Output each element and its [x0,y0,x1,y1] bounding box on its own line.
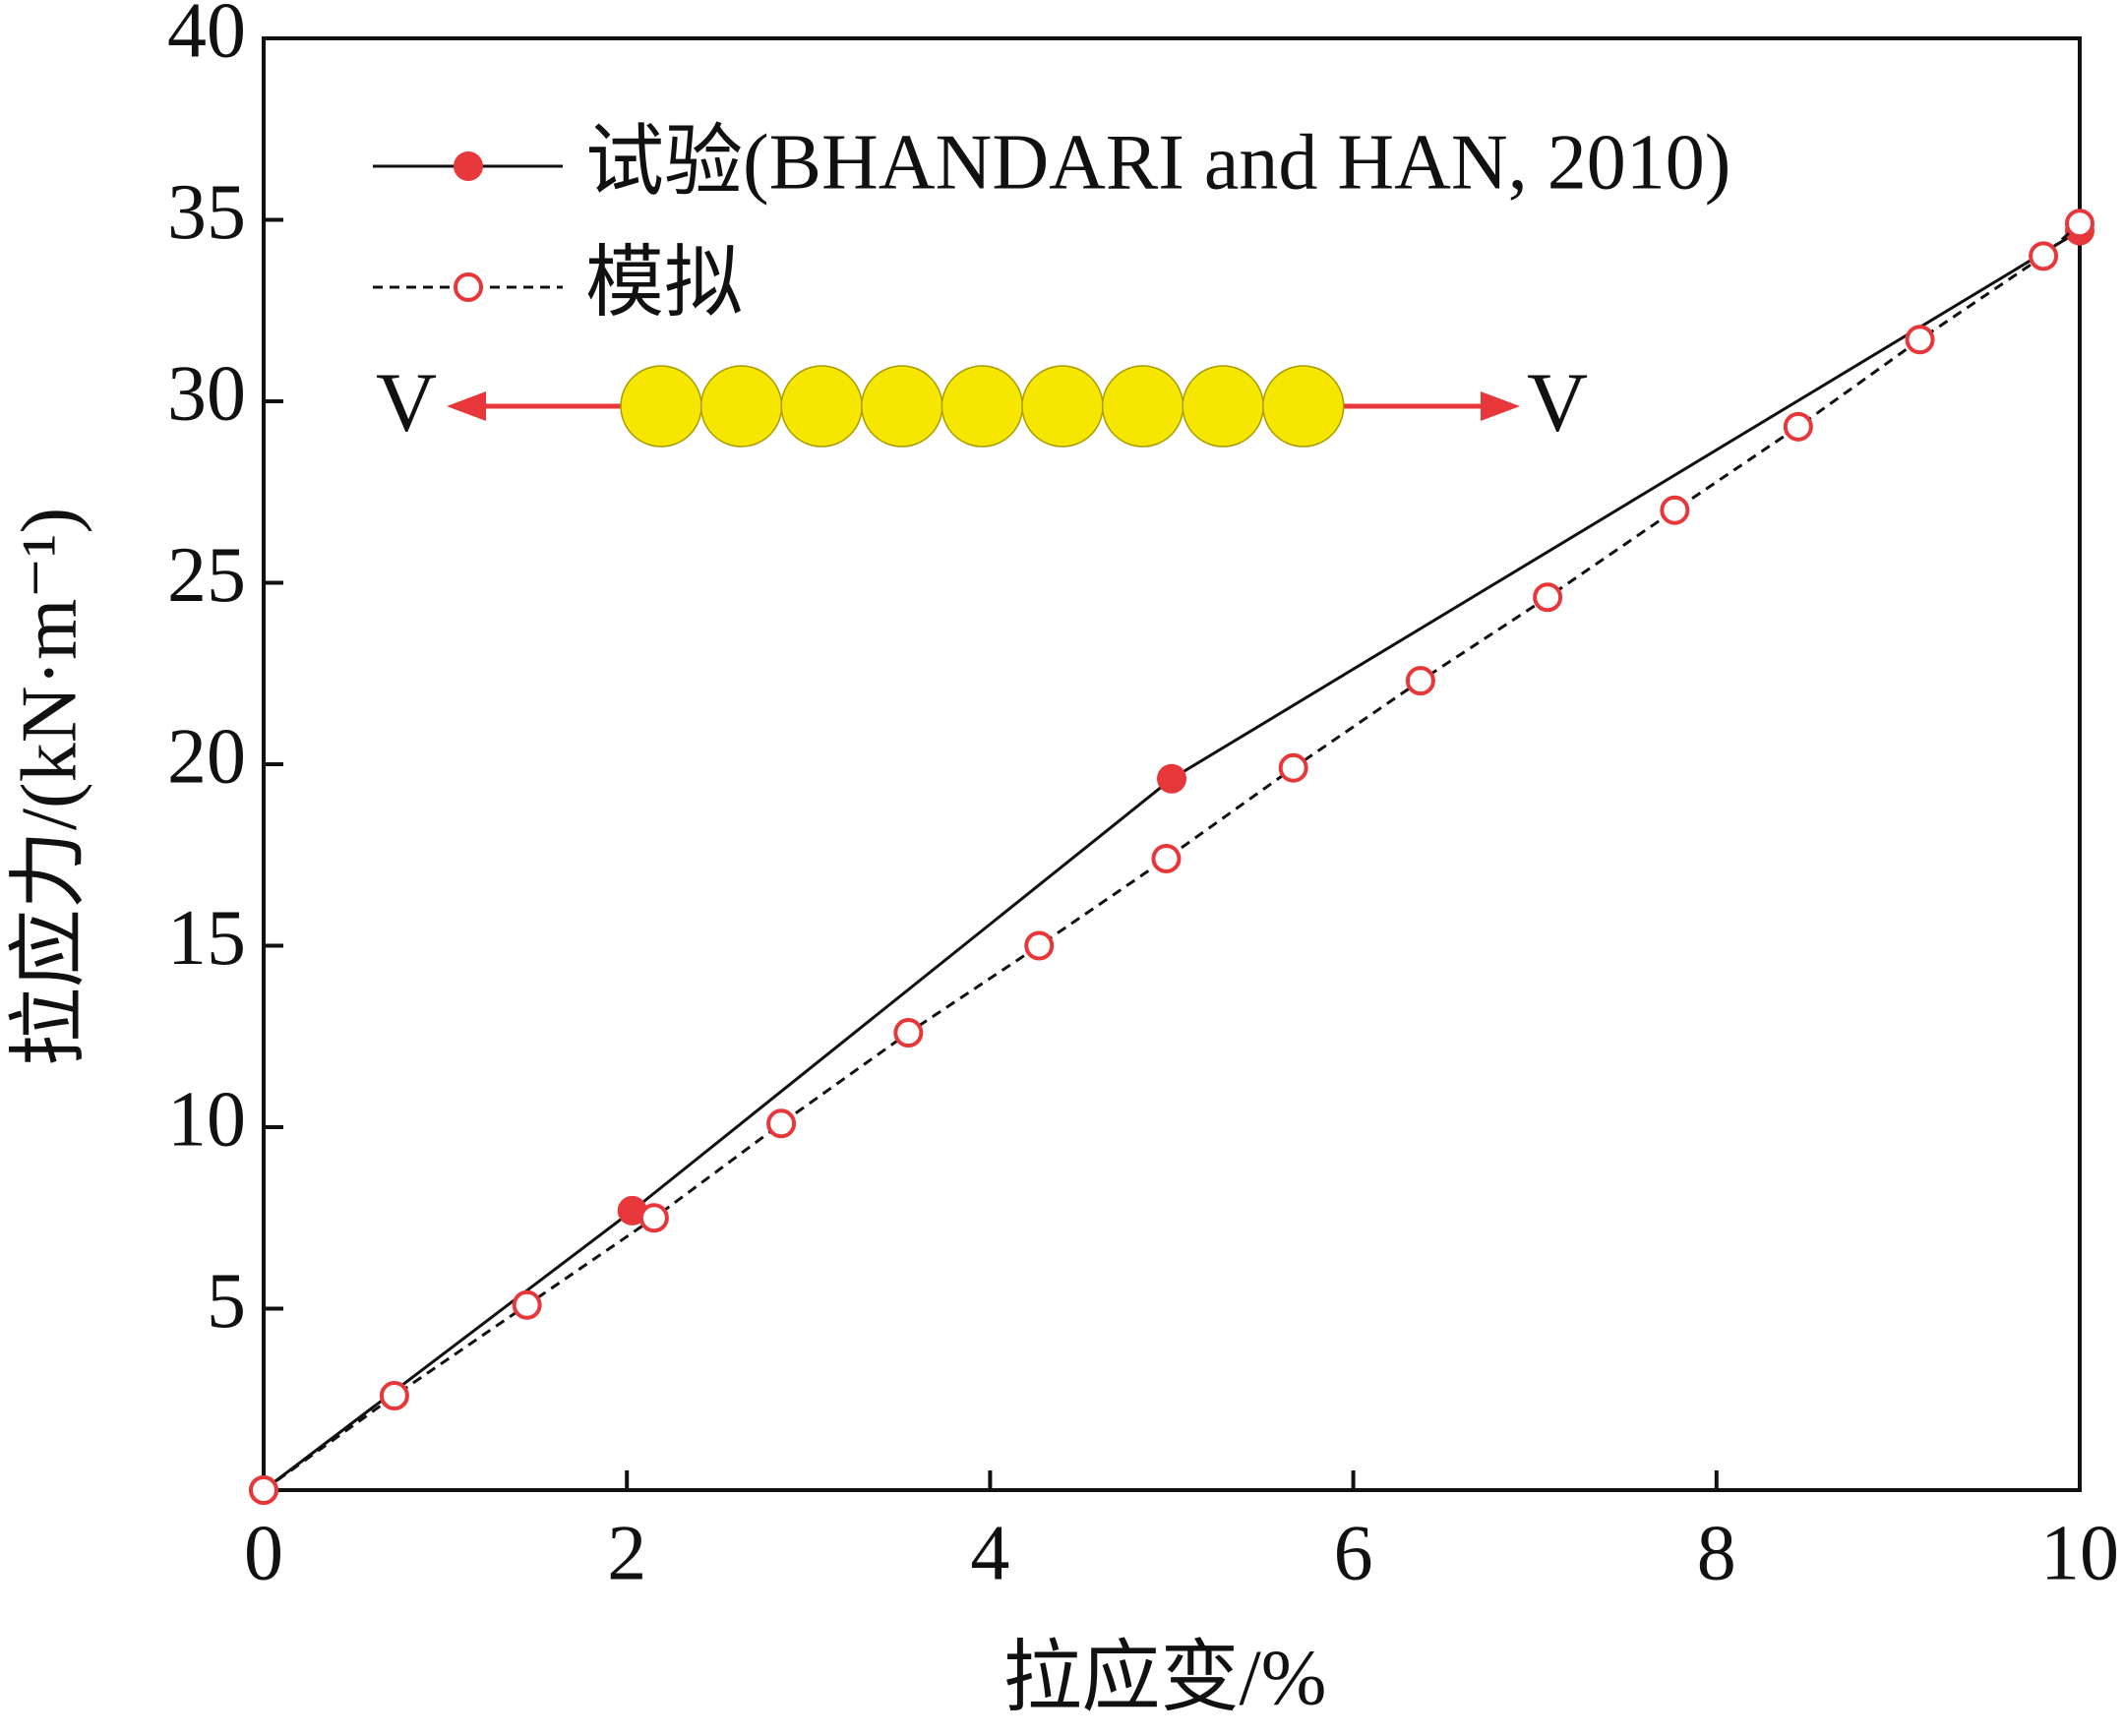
ball [941,365,1024,448]
ball [861,365,943,448]
x-tick-label: 10 [2040,1510,2119,1596]
legend-marker [454,272,483,302]
legend-marker [454,151,483,181]
y-tick-label: 30 [167,350,246,437]
ball [1021,365,1104,448]
y-axis-label: 拉应力/(kN·m⁻¹) [6,508,92,1066]
ball [1101,365,1184,448]
y-tick-label: 5 [207,1258,246,1345]
series-line [263,222,2082,1492]
x-tick-label: 6 [1334,1510,1373,1596]
y-tick-label: 15 [167,895,246,982]
ball [620,365,702,448]
data-point [766,1108,797,1139]
legend-label: 模拟 [585,240,743,327]
data-point [1278,752,1308,783]
data-point [1783,411,1813,442]
data-point [1024,930,1055,961]
arrow-head-right [1481,391,1520,421]
data-point [249,1475,278,1505]
legend-label: 试验(BHANDARI and HAN, 2010) [585,119,1730,206]
x-axis-label: 拉应变/% [1003,1635,1327,1721]
x-tick-label: 2 [607,1510,646,1596]
y-tick-label: 20 [167,713,246,800]
data-point [379,1381,409,1411]
ball [1182,365,1264,448]
data-point [1405,666,1435,696]
ball [699,365,783,448]
y-tick-label: 35 [167,169,246,256]
inset-diagram: V V [376,355,1588,449]
y-tick-label: 10 [167,1076,246,1163]
data-point [1660,495,1690,525]
data-point [2065,209,2094,239]
y-tick-label: 25 [167,532,246,619]
data-point [1157,763,1186,794]
data-point [893,1018,924,1048]
data-point [512,1289,542,1320]
data-point [1533,582,1563,613]
data-point [638,1203,669,1233]
annotation: V [376,355,437,449]
ball [1262,365,1345,448]
series-line [263,229,2081,1492]
data-point [1151,843,1182,873]
x-tick-label: 4 [970,1510,1009,1596]
arrow-head-left [447,391,486,421]
annotation: V [1527,355,1588,449]
ball [780,365,863,448]
x-tick-label: 0 [244,1510,283,1596]
data-point [1905,325,1935,355]
data-point [2029,241,2059,271]
y-tick-label: 40 [167,0,246,74]
x-tick-label: 8 [1697,1510,1736,1596]
